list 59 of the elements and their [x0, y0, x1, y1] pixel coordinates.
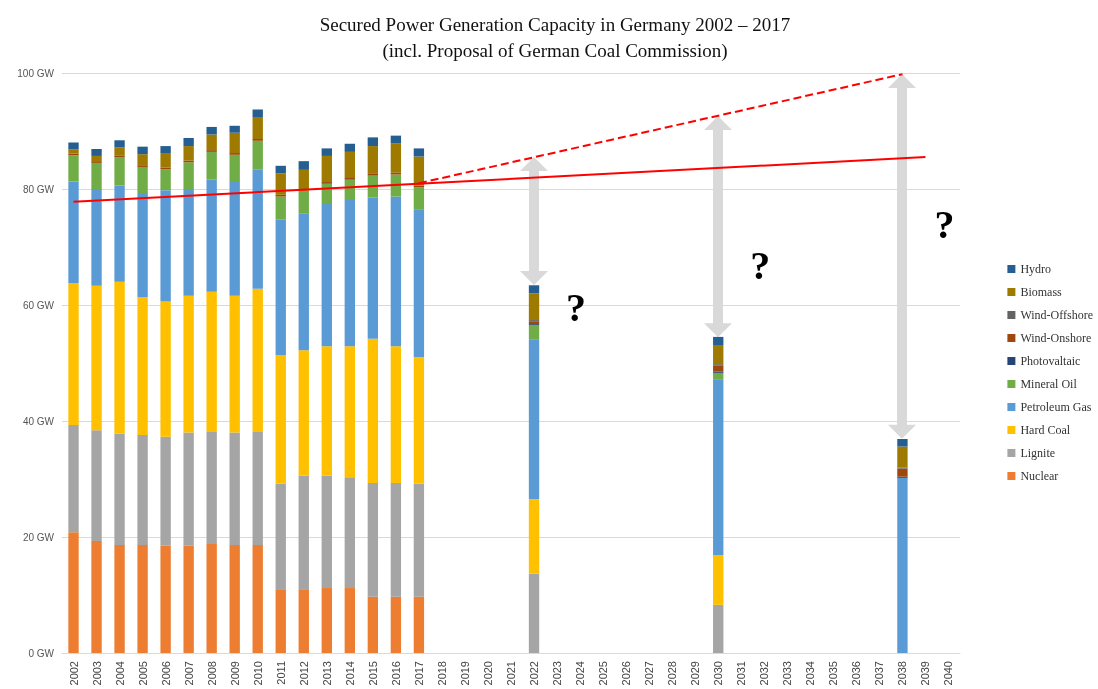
x-tick-label: 2032 [758, 661, 771, 686]
x-tick-label: 2030 [712, 661, 725, 686]
y-tick-label: 100 GW [17, 67, 55, 79]
legend-label: Petroleum Gas [1020, 400, 1092, 414]
legend-label: Nuclear [1020, 469, 1059, 483]
x-tick-label: 2014 [343, 661, 356, 686]
legend-label: Photovaltaic [1020, 354, 1081, 368]
x-tick-label: 2016 [389, 661, 402, 686]
annotation: ? [750, 243, 771, 289]
x-tick-label: 2018 [435, 661, 448, 686]
x-tick-label: 2033 [781, 661, 794, 686]
x-tick-label: 2035 [827, 661, 840, 686]
x-tick-label: 2004 [113, 661, 126, 686]
x-tick-label: 2011 [274, 661, 287, 685]
x-tick-label: 2037 [873, 661, 886, 686]
x-tick-label: 2021 [505, 661, 517, 686]
y-tick-label: 20 GW [22, 531, 55, 543]
x-tick-label: 2040 [942, 661, 955, 686]
x-tick-label: 2026 [620, 661, 633, 686]
legend-label: Wind-Onshore [1020, 331, 1092, 345]
y-tick-label: 0 GW [28, 647, 55, 659]
x-tick-label: 2003 [90, 661, 103, 686]
annotation: ? [566, 284, 587, 330]
x-tick-label: 2024 [574, 661, 587, 686]
legend-label: Wind-Offshore [1020, 308, 1093, 322]
x-tick-label: 2008 [205, 661, 218, 686]
x-tick-label: 2029 [689, 661, 702, 686]
x-tick-label: 2005 [136, 661, 149, 686]
annotation: ? [934, 201, 955, 247]
x-tick-label: 2022 [528, 661, 541, 686]
x-tick-label: 2017 [412, 661, 425, 686]
x-tick-label: 2019 [458, 661, 471, 686]
y-tick-label: 40 GW [22, 415, 55, 427]
x-tick-label: 2002 [67, 661, 80, 686]
legend-label: Biomass [1020, 285, 1063, 299]
legend-label: Lignite [1020, 446, 1056, 460]
x-tick-label: 2031 [735, 661, 748, 686]
x-tick-label: 2023 [551, 661, 564, 686]
x-tick-label: 2027 [643, 661, 656, 686]
x-tick-label: 2012 [297, 661, 310, 686]
x-tick-label: 2010 [251, 661, 264, 686]
x-tick-label: 2036 [850, 661, 863, 686]
x-tick-label: 2020 [481, 661, 494, 686]
x-tick-label: 2015 [366, 661, 379, 686]
x-tick-label: 2038 [896, 661, 909, 686]
legend-label: Hydro [1020, 262, 1052, 276]
y-tick-label: 60 GW [22, 299, 55, 311]
y-tick-label: 80 GW [22, 183, 55, 195]
chart-title: Secured Power Generation Capacity in Germany 2002 – 2017 (incl. Proposal of German Coal Commission) [319, 13, 791, 62]
legend-label: Hard Coal [1020, 423, 1071, 437]
legend-label: Mineral Oil [1020, 377, 1078, 391]
x-tick-label: 2025 [597, 661, 610, 686]
x-tick-label: 2009 [228, 661, 241, 686]
x-tick-label: 2028 [666, 661, 679, 686]
x-tick-label: 2034 [804, 661, 817, 686]
x-tick-label: 2006 [159, 661, 172, 686]
x-tick-label: 2039 [919, 661, 932, 686]
x-tick-label: 2013 [320, 661, 333, 686]
x-tick-label: 2007 [182, 661, 195, 686]
